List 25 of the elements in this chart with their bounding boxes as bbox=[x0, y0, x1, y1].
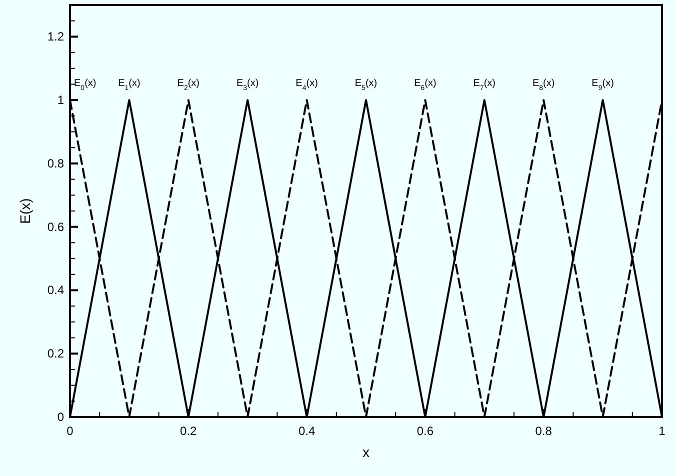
y-tick-label: 0.2 bbox=[47, 346, 64, 361]
series-label: E$_{8}$(x) bbox=[532, 78, 555, 92]
x-tick-label: 0.2 bbox=[180, 424, 198, 438]
x-tick-label: 0.4 bbox=[298, 424, 316, 438]
series-label: E$_{7}$(x) bbox=[473, 78, 496, 92]
series-label: E$_{5}$(x) bbox=[354, 78, 378, 92]
y-axis-title: E(x) bbox=[17, 198, 33, 224]
x-tick-label: 0.8 bbox=[535, 424, 552, 438]
y-tick-label: 0.8 bbox=[47, 156, 64, 170]
y-tick-label: 0.4 bbox=[47, 283, 64, 298]
y-tick-label: 0 bbox=[57, 410, 64, 424]
series-label: E$_{9}$(x) bbox=[592, 78, 614, 92]
x-axis-title: x bbox=[362, 444, 370, 460]
x-tick-label: 0 bbox=[66, 424, 74, 438]
series-label: E$_{0}$(x) bbox=[74, 78, 96, 92]
series-label: E$_{3}$(x) bbox=[236, 78, 259, 92]
series-label: E$_{4}$(x) bbox=[296, 78, 318, 92]
x-tick-label: 1 bbox=[658, 424, 666, 438]
y-tick-label: 0.6 bbox=[47, 220, 64, 234]
series-label: E$_{2}$(x) bbox=[177, 78, 200, 92]
series-label: E$_{1}$(x) bbox=[118, 78, 140, 92]
y-tick-label: 1.2 bbox=[47, 30, 64, 44]
series-label: E$_{6}$(x) bbox=[414, 78, 436, 92]
x-tick-label: 0.6 bbox=[416, 424, 434, 438]
y-tick-label: 1 bbox=[57, 93, 64, 108]
